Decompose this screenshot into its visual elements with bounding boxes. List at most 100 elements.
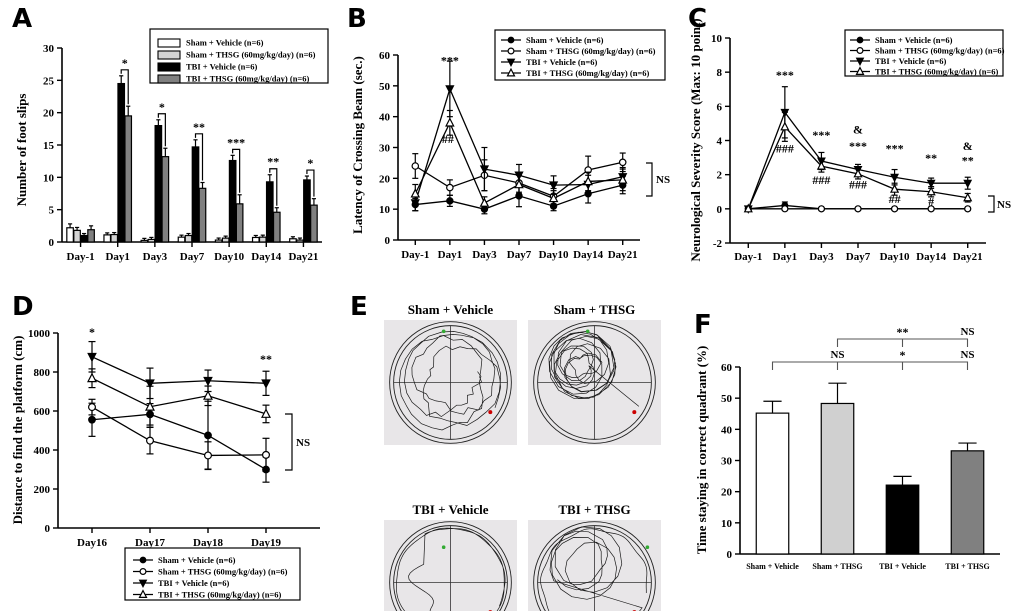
bar (235, 203, 244, 243)
svg-text:40: 40 (379, 112, 391, 124)
bar (184, 234, 193, 243)
svg-text:#: # (928, 194, 934, 208)
bar (214, 239, 223, 243)
svg-text:Day21: Day21 (953, 251, 983, 263)
svg-text:NS: NS (830, 349, 844, 361)
panel-b-series (410, 60, 628, 215)
svg-text:8: 8 (717, 67, 723, 79)
svg-text:Day21: Day21 (288, 251, 318, 263)
panel-b-letter: B (347, 4, 367, 34)
panel-b: B Latency of Crossing Beam (sec.) 0 10 20 3… (340, 0, 685, 290)
bar (124, 115, 133, 243)
svg-text:Day3: Day3 (143, 251, 168, 263)
panel-d-y-ticks: 0 200 400 600 800 1000 (28, 328, 58, 535)
panel-d-ylabel: Distance to find the platform (cm) (10, 336, 25, 525)
bar (110, 233, 119, 243)
bar (310, 204, 318, 243)
legend-label-tbi_thsg: TBI + THSG (60mg/kg/day) (n=6) (526, 68, 650, 78)
bar (198, 187, 207, 243)
svg-text:*: * (89, 325, 95, 339)
svg-text:10: 10 (43, 172, 55, 184)
legend-swatch-sham_veh (157, 38, 181, 48)
panel-b-x-ticks: Day-1 Day1 Day3 Day7 Day10 Day14 Day21 (401, 240, 638, 261)
bar (251, 236, 260, 243)
panel-c-y-ticks: -2 0 2 4 6 8 10 (711, 33, 730, 250)
bar (177, 236, 186, 243)
bar (885, 484, 920, 555)
panel-a: A Number of foot slips 0 5 10 15 20 25 30 Day-… (0, 0, 340, 290)
svg-text:4: 4 (717, 136, 723, 148)
svg-text:Day10: Day10 (214, 251, 244, 263)
svg-text:60: 60 (721, 362, 733, 374)
svg-text:5: 5 (49, 205, 55, 217)
svg-text:400: 400 (34, 445, 51, 457)
svg-text:Day-1: Day-1 (401, 249, 429, 261)
panel-a-y-ticks: 0 5 10 15 20 25 30 (43, 43, 62, 249)
svg-text:###: ### (812, 173, 830, 187)
bar (950, 450, 985, 555)
panel-c-ylabel: Neurological Severity Score (Max: 10 poi… (688, 18, 703, 261)
svg-text:**: ** (260, 352, 272, 366)
svg-text:**: ** (267, 155, 279, 169)
svg-text:0: 0 (45, 523, 51, 535)
panel-c-x-ticks: Day-1 Day1 Day3 Day7 Day10 Day14 Day21 (734, 243, 983, 263)
svg-text:800: 800 (34, 367, 51, 379)
panel-c-ns-bracket (988, 195, 995, 213)
panel-e: E Sham + Vehicle Sham + THSG TBI + Vehicle… (340, 290, 680, 611)
svg-text:Day7: Day7 (180, 251, 205, 263)
bar (140, 239, 149, 243)
legend-label-sham_thsg: Sham + THSG (60mg/kg/day) (n=6) (158, 567, 288, 577)
bar (73, 229, 81, 243)
svg-text:*: * (159, 100, 165, 114)
svg-text:*: * (307, 156, 313, 170)
panel-b-chart: Latency of Crossing Beam (sec.) 0 10 20 30 4… (350, 29, 670, 261)
panel-f: F Time staying in correct quadrant (%) 0… (680, 290, 1020, 611)
svg-text:***: *** (776, 68, 794, 82)
panel-c-significance: ***###***###&***###***##**#&** (776, 68, 974, 208)
bar (80, 234, 88, 243)
svg-text:**: ** (897, 325, 909, 339)
bar (147, 238, 156, 243)
bar (161, 156, 170, 243)
svg-text:20: 20 (379, 173, 391, 185)
svg-text:20: 20 (721, 487, 733, 499)
svg-text:Day7: Day7 (846, 251, 871, 263)
svg-text:###: ### (849, 177, 867, 191)
panel-c-series (743, 86, 973, 214)
svg-text:40: 40 (721, 424, 733, 436)
panel-c-letter: C (688, 4, 708, 34)
svg-text:Day19: Day19 (251, 537, 281, 549)
legend-label-tbi_veh: TBI + Vehicle (n=6) (186, 62, 257, 72)
svg-text:***: *** (886, 141, 904, 155)
bar (265, 181, 274, 243)
svg-text:0: 0 (727, 549, 733, 561)
legend-label-sham_thsg: Sham + THSG (60mg/kg/day) (n=6) (875, 46, 1005, 56)
panel-f-letter: F (694, 310, 712, 340)
panel-d-legend-box (124, 547, 301, 601)
panel-d-chart: Distance to find the platform (cm) 0 200 4… (10, 325, 320, 601)
bar (87, 229, 95, 243)
svg-text:25: 25 (43, 75, 55, 87)
panel-d-ns-bracket (285, 413, 293, 471)
panel-b-ns-bracket (646, 162, 653, 197)
panel-c-legend-box (844, 29, 1004, 77)
panel-d-significance: *** (89, 325, 272, 366)
legend-label-sham_veh: Sham + Vehicle (n=6) (875, 35, 953, 45)
svg-text:Day10: Day10 (880, 251, 910, 263)
legend-label-tbi_veh: TBI + Vehicle (n=6) (158, 578, 229, 588)
bar (258, 236, 267, 243)
panel-c-chart: Neurological Severity Score (Max: 10 poi… (688, 18, 1011, 263)
svg-text:NS: NS (960, 326, 974, 338)
category-label: Sham + THSG (812, 562, 862, 571)
svg-text:**: ** (193, 120, 205, 134)
svg-text:600: 600 (34, 406, 51, 418)
category-label: TBI + Vehicle (879, 562, 926, 571)
legend-label-tbi_thsg: TBI + THSG (60mg/kg/day) (n=6) (186, 74, 310, 84)
panel-d-letter: D (12, 292, 34, 322)
panel-c-ns-label: NS (997, 199, 1011, 211)
svg-text:60: 60 (379, 50, 391, 62)
panel-b-ylabel: Latency of Crossing Beam (sec.) (350, 56, 365, 234)
svg-text:Day3: Day3 (809, 251, 834, 263)
panel-b-ns-label: NS (656, 174, 670, 186)
